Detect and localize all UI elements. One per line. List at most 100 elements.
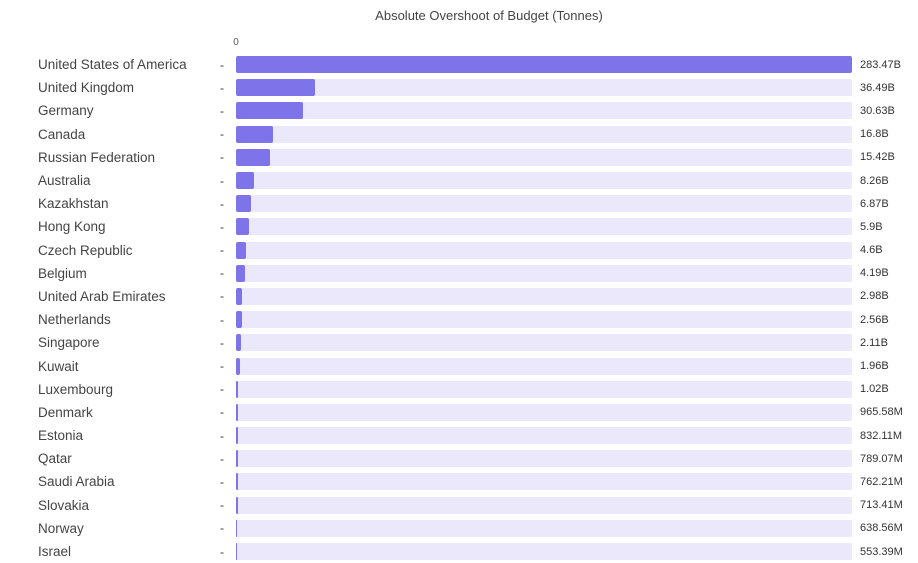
bar-row: Hong Kong-5.9B [0, 215, 918, 238]
bar-track [236, 288, 852, 305]
bar-row: United States of America-283.47B [0, 53, 918, 76]
y-tick: - [220, 175, 226, 187]
bar-row: Denmark-965.58M [0, 401, 918, 424]
value-label: 16.8B [860, 128, 918, 140]
value-label: 6.87B [860, 198, 918, 210]
bar-row: Qatar-789.07M [0, 447, 918, 470]
bar-fill [236, 427, 238, 444]
value-label: 5.9B [860, 221, 918, 233]
bar-fill [236, 311, 242, 328]
y-tick: - [220, 499, 226, 511]
bar-fill [236, 543, 237, 560]
y-tick: - [220, 314, 226, 326]
y-tick: - [220, 267, 226, 279]
bar-fill [236, 520, 237, 537]
bar-track [236, 195, 852, 212]
bar-row: Norway-638.56M [0, 517, 918, 540]
bar-row: Czech Republic-4.6B [0, 239, 918, 262]
bar-fill [236, 242, 246, 259]
bar-fill [236, 404, 238, 421]
bar-track [236, 56, 852, 73]
y-tick: - [220, 546, 226, 558]
bar-fill [236, 288, 242, 305]
bar-row: Singapore-2.11B [0, 331, 918, 354]
y-tick: - [220, 82, 226, 94]
bar-row: Kazakhstan-6.87B [0, 192, 918, 215]
country-label: Belgium [0, 266, 220, 281]
country-label: Saudi Arabia [0, 474, 220, 489]
bar-row: Kuwait-1.96B [0, 354, 918, 377]
country-label: Russian Federation [0, 150, 220, 165]
chart-title: Absolute Overshoot of Budget (Tonnes) [60, 8, 918, 23]
bar-track [236, 450, 852, 467]
bar-fill [236, 126, 273, 143]
y-tick: - [220, 406, 226, 418]
country-label: Australia [0, 173, 220, 188]
bar-fill [236, 473, 238, 490]
country-label: Canada [0, 127, 220, 142]
bar-track [236, 381, 852, 398]
y-tick: - [220, 430, 226, 442]
country-label: Netherlands [0, 312, 220, 327]
country-label: Israel [0, 544, 220, 559]
value-label: 30.63B [860, 105, 918, 117]
bar-track [236, 265, 852, 282]
y-tick: - [220, 383, 226, 395]
value-label: 638.56M [860, 522, 918, 534]
bar-fill [236, 334, 241, 351]
bar-track [236, 172, 852, 189]
y-tick: - [220, 128, 226, 140]
value-label: 789.07M [860, 453, 918, 465]
bar-rows: United States of America-283.47BUnited K… [0, 53, 918, 563]
bar-row: Netherlands- 2.56B [0, 308, 918, 331]
bar-track [236, 497, 852, 514]
overshoot-bar-chart: Absolute Overshoot of Budget (Tonnes) 0 … [0, 0, 918, 555]
x-axis: 0 [236, 37, 850, 51]
value-label: 553.39M [860, 546, 918, 558]
country-label: United States of America [0, 57, 220, 72]
bar-track [236, 149, 852, 166]
bar-track [236, 334, 852, 351]
country-label: Germany [0, 103, 220, 118]
bar-row: Canada- 16.8B [0, 123, 918, 146]
country-label: Kuwait [0, 359, 220, 374]
y-tick: - [220, 151, 226, 163]
country-label: Estonia [0, 428, 220, 443]
bar-row: Luxembourg-1.02B [0, 378, 918, 401]
bar-track [236, 311, 852, 328]
value-label: 762.21M [860, 476, 918, 488]
bar-row: Slovakia-713.41M [0, 494, 918, 517]
bar-row: Saudi Arabia-762.21M [0, 470, 918, 493]
country-label: United Arab Emirates [0, 289, 220, 304]
y-tick: - [220, 198, 226, 210]
value-label: 2.56B [860, 314, 918, 326]
country-label: Slovakia [0, 498, 220, 513]
y-tick: - [220, 244, 226, 256]
bar-track [236, 473, 852, 490]
bar-fill [236, 358, 240, 375]
bar-track [236, 358, 852, 375]
bar-track [236, 218, 852, 235]
bar-row: Belgium-4.19B [0, 262, 918, 285]
y-tick: - [220, 337, 226, 349]
country-label: Singapore [0, 335, 220, 350]
y-tick: - [220, 360, 226, 372]
bar-row: Germany-30.63B [0, 99, 918, 122]
bar-track [236, 102, 852, 119]
value-label: 2.98B [860, 290, 918, 302]
country-label: Qatar [0, 451, 220, 466]
bar-fill [236, 381, 238, 398]
bar-row: United Kingdom-36.49B [0, 76, 918, 99]
axis-tick-zero: 0 [233, 37, 239, 48]
bar-fill [236, 218, 249, 235]
y-tick: - [220, 59, 226, 71]
bar-track [236, 520, 852, 537]
y-tick: - [220, 221, 226, 233]
bar-fill [236, 450, 238, 467]
country-label: Luxembourg [0, 382, 220, 397]
value-label: 965.58M [860, 406, 918, 418]
value-label: 36.49B [860, 82, 918, 94]
bar-fill [236, 56, 852, 73]
bar-fill [236, 265, 245, 282]
bar-fill [236, 149, 270, 166]
